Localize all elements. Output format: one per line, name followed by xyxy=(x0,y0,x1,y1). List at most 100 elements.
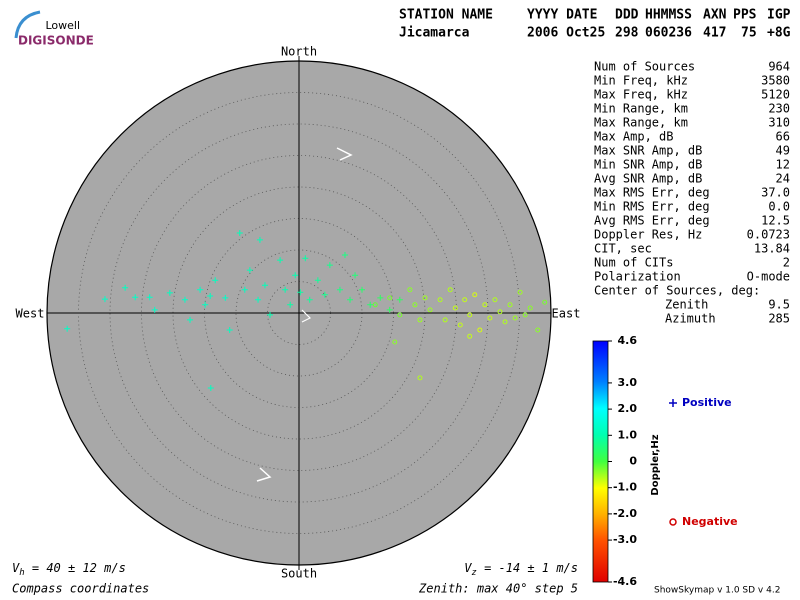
point-positive xyxy=(255,296,262,303)
header-label: STATION NAME xyxy=(399,8,493,23)
velocity-part: = 40 ± 12 m/s xyxy=(25,561,126,575)
point-negative xyxy=(452,305,458,311)
point-negative xyxy=(392,339,398,345)
legend-label: Positive xyxy=(682,396,732,409)
colorbar-tick-label: 1.0 xyxy=(618,428,638,441)
point-negative xyxy=(467,333,473,339)
stat-value: 9.5 xyxy=(768,298,790,312)
point-positive xyxy=(297,289,304,296)
stat-value: O-mode xyxy=(747,270,790,284)
point-positive xyxy=(256,236,263,243)
legend-symbol xyxy=(669,518,677,526)
velocity-label: Vz = -14 ± 1 m/s xyxy=(464,561,578,578)
stat-value: 49 xyxy=(776,144,790,158)
stat-label: Azimuth xyxy=(665,312,716,326)
point-positive xyxy=(341,252,348,259)
stat-label: Polarization xyxy=(594,270,681,284)
point-positive xyxy=(132,294,139,301)
stat-label: Num of Sources xyxy=(594,60,695,74)
point-positive xyxy=(326,262,333,269)
footer-note: Zenith: max 40° step 5 xyxy=(418,582,578,596)
header-label: AXN xyxy=(703,8,727,23)
point-negative xyxy=(487,315,493,321)
point-positive xyxy=(212,277,219,284)
subscript: h xyxy=(19,568,24,578)
point-positive xyxy=(267,311,274,318)
point-negative xyxy=(535,327,541,333)
point-positive xyxy=(336,286,343,293)
point-negative xyxy=(447,287,453,293)
point-negative xyxy=(437,297,443,303)
point-positive xyxy=(146,294,153,301)
velocity-part: = -14 ± 1 m/s xyxy=(477,561,578,575)
stat-label: Max Amp, dB xyxy=(594,130,673,144)
velocity-part: V xyxy=(12,561,20,575)
stat-value: 2 xyxy=(783,256,790,270)
point-positive xyxy=(202,301,209,308)
colorbar-tick-label: 3.0 xyxy=(618,376,638,389)
stat-label: Avg RMS Err, deg xyxy=(594,214,710,228)
point-positive xyxy=(314,277,321,284)
point-negative xyxy=(397,312,403,318)
point-negative xyxy=(467,312,473,318)
header-label: DDD xyxy=(615,8,639,23)
stat-label: Max RMS Err, deg xyxy=(594,186,710,200)
point-positive xyxy=(101,296,108,303)
stat-value: 964 xyxy=(768,60,790,74)
stat-label: Max Freq, kHz xyxy=(594,88,688,102)
stat-value: 13.84 xyxy=(754,242,790,256)
colorbar-tick-label: 4.6 xyxy=(618,334,638,347)
point-positive xyxy=(277,257,284,264)
point-positive xyxy=(246,267,253,274)
stat-label: Min SNR Amp, dB xyxy=(594,158,702,172)
point-positive xyxy=(197,286,204,293)
point-positive xyxy=(359,286,365,293)
header-value: 060236 xyxy=(645,26,692,41)
point-positive xyxy=(207,292,214,299)
stat-label: Center of Sources, deg: xyxy=(594,284,760,298)
drift-arrow xyxy=(336,147,353,161)
point-positive xyxy=(222,294,229,301)
point-negative xyxy=(472,292,478,298)
stat-label: Num of CITs xyxy=(594,256,673,270)
point-positive xyxy=(282,286,289,293)
point-positive xyxy=(64,325,71,332)
subscript: z xyxy=(471,568,476,578)
velocity-label: Vh = 40 ± 12 m/s xyxy=(12,561,126,578)
point-positive xyxy=(226,327,233,334)
legend-symbol xyxy=(669,399,677,407)
colorbar xyxy=(592,340,609,583)
point-positive xyxy=(377,294,384,301)
compass-label: West xyxy=(16,307,45,321)
stat-value: 5120 xyxy=(761,88,790,102)
stat-value: 0.0 xyxy=(768,200,790,214)
stat-value: 12.5 xyxy=(761,214,790,228)
point-negative xyxy=(462,297,468,303)
stat-value: 0.0723 xyxy=(747,228,790,242)
point-negative xyxy=(417,317,423,323)
point-positive xyxy=(321,291,328,298)
point-positive xyxy=(207,384,214,391)
footer-version: ShowSkymap v 1.0 SD v 4.2 xyxy=(654,586,780,596)
header-value: 75 xyxy=(741,26,757,41)
plot xyxy=(46,56,552,570)
stat-value: 285 xyxy=(768,312,790,326)
point-positive xyxy=(181,296,188,303)
point-negative xyxy=(427,307,433,313)
stat-value: 310 xyxy=(768,116,790,130)
colorbar-tick-label: 0 xyxy=(629,455,637,468)
point-negative xyxy=(502,319,508,325)
point-positive xyxy=(166,289,173,296)
velocity-part: V xyxy=(464,561,472,575)
point-positive xyxy=(347,296,354,303)
point-positive xyxy=(241,286,248,293)
header-value: 2006 Oct25 xyxy=(527,26,605,41)
point-positive xyxy=(187,316,194,323)
stat-label: Zenith xyxy=(665,298,708,312)
point-negative xyxy=(522,312,528,318)
stat-label: Min Range, km xyxy=(594,102,688,116)
stat-value: 12 xyxy=(776,158,790,172)
stat-value: 24 xyxy=(776,172,790,186)
logo-arc xyxy=(14,10,41,39)
point-positive xyxy=(302,255,309,262)
